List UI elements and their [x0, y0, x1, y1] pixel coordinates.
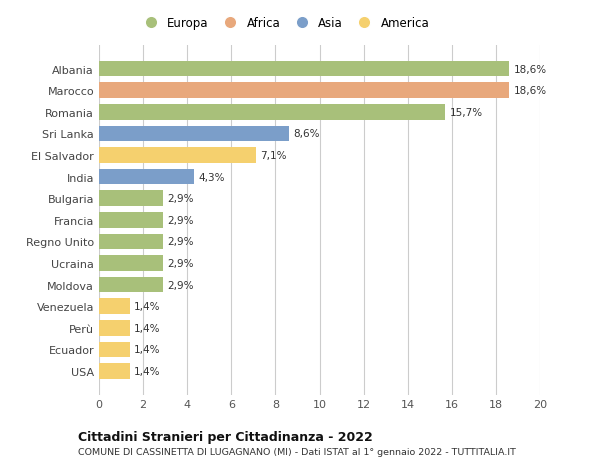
Bar — [99, 126, 289, 142]
Bar — [99, 299, 130, 314]
Bar — [99, 342, 130, 358]
Bar — [99, 148, 256, 163]
Text: 4,3%: 4,3% — [198, 172, 225, 182]
Text: 2,9%: 2,9% — [167, 215, 194, 225]
Text: 1,4%: 1,4% — [134, 302, 161, 312]
Bar — [99, 169, 194, 185]
Text: 1,4%: 1,4% — [134, 323, 161, 333]
Text: 2,9%: 2,9% — [167, 280, 194, 290]
Bar — [99, 213, 163, 228]
Bar — [99, 234, 163, 250]
Text: 2,9%: 2,9% — [167, 194, 194, 204]
Text: COMUNE DI CASSINETTA DI LUGAGNANO (MI) - Dati ISTAT al 1° gennaio 2022 - TUTTITA: COMUNE DI CASSINETTA DI LUGAGNANO (MI) -… — [78, 448, 516, 457]
Text: 2,9%: 2,9% — [167, 237, 194, 247]
Bar — [99, 83, 509, 99]
Text: 2,9%: 2,9% — [167, 258, 194, 269]
Bar — [99, 320, 130, 336]
Text: 18,6%: 18,6% — [514, 65, 547, 74]
Legend: Europa, Africa, Asia, America: Europa, Africa, Asia, America — [139, 17, 430, 30]
Bar — [99, 277, 163, 293]
Bar — [99, 62, 509, 77]
Text: 18,6%: 18,6% — [514, 86, 547, 96]
Bar — [99, 256, 163, 271]
Text: 15,7%: 15,7% — [449, 107, 483, 118]
Bar — [99, 191, 163, 207]
Text: 7,1%: 7,1% — [260, 151, 286, 161]
Text: Cittadini Stranieri per Cittadinanza - 2022: Cittadini Stranieri per Cittadinanza - 2… — [78, 431, 373, 443]
Bar — [99, 105, 445, 120]
Text: 1,4%: 1,4% — [134, 366, 161, 376]
Text: 1,4%: 1,4% — [134, 345, 161, 354]
Bar — [99, 364, 130, 379]
Text: 8,6%: 8,6% — [293, 129, 320, 139]
